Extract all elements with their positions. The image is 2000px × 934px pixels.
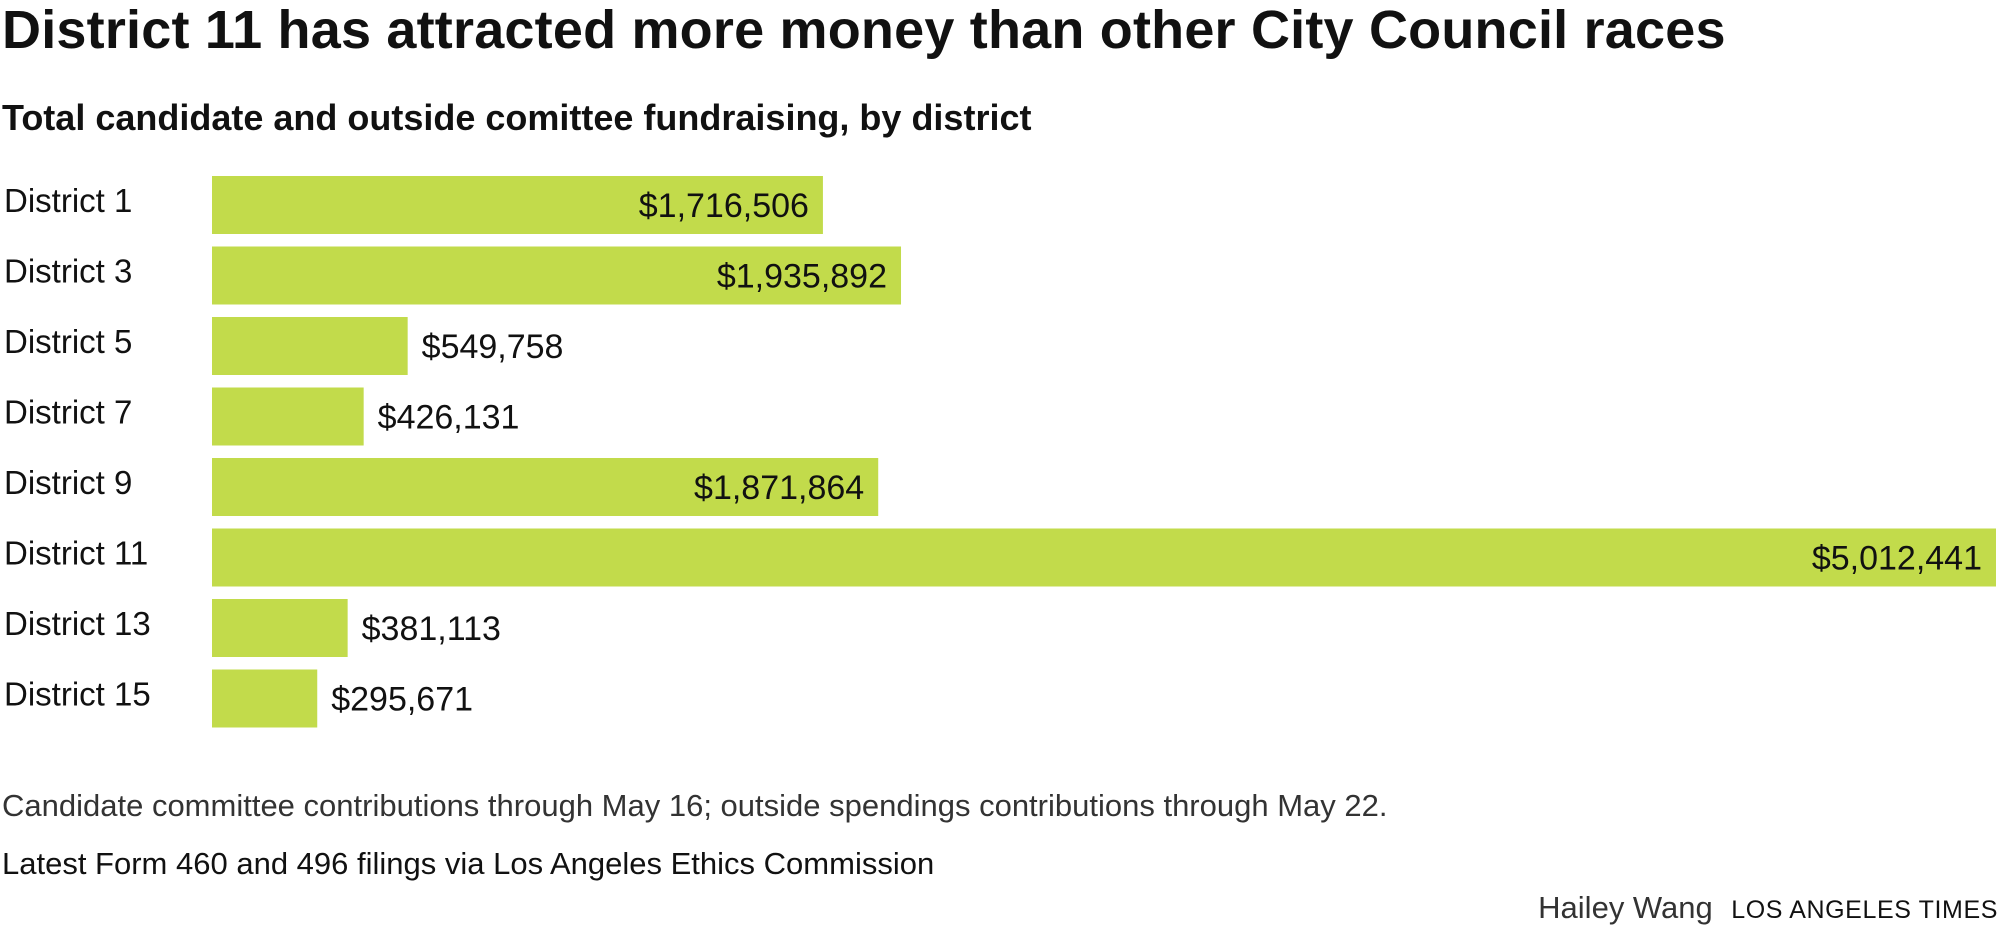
bar-row: District 9 $1,871,864 (4, 458, 879, 516)
bar (212, 387, 364, 446)
credit: Hailey Wang LOS ANGELES TIMES (1538, 888, 1998, 934)
bar-row: District 7 $426,131 (4, 387, 520, 446)
category-label: District 9 (4, 464, 132, 501)
value-label: $5,012,441 (1812, 540, 1982, 578)
bar (212, 528, 1996, 587)
bar-row: District 3 $1,935,892 (4, 246, 902, 305)
bar (212, 176, 823, 234)
category-label: District 7 (4, 394, 132, 431)
bar (212, 317, 408, 375)
value-label: $549,758 (422, 328, 564, 366)
value-label: $1,716,506 (639, 187, 809, 225)
value-label: $426,131 (378, 399, 520, 437)
value-label: $1,871,864 (694, 469, 864, 507)
category-label: District 13 (4, 605, 151, 642)
category-label: District 5 (4, 323, 132, 360)
chart-title: District 11 has attracted more money tha… (2, 0, 1726, 60)
organization-credit: LOS ANGELES TIMES (1731, 896, 1998, 924)
source-note: Latest Form 460 and 496 filings via Los … (2, 846, 935, 881)
bar-row: District 11 $5,012,441 (4, 528, 1996, 587)
bar-row: District 13 $381,113 (4, 599, 501, 657)
category-label: District 11 (4, 535, 148, 572)
category-label: District 3 (4, 253, 132, 290)
category-label: District 1 (4, 182, 132, 219)
bar-row: District 15 $295,671 (4, 669, 473, 728)
author-credit: Hailey Wang (1538, 890, 1713, 925)
category-label: District 15 (4, 676, 151, 713)
value-label: $295,671 (331, 681, 473, 719)
footnote: Candidate committee contributions throug… (2, 788, 1388, 823)
bar-row: District 1 $1,716,506 (4, 176, 823, 234)
bar-chart: District 1 $1,716,506 District 3 $1,935,892… (4, 176, 1996, 728)
chart-subtitle: Total candidate and outside comittee fun… (2, 97, 1032, 138)
bar (212, 669, 318, 728)
bar (212, 458, 879, 516)
bar-row: District 5 $549,758 (4, 317, 563, 375)
value-label: $381,113 (362, 610, 501, 648)
value-label: $1,935,892 (717, 258, 887, 296)
bar (212, 246, 902, 305)
bar (212, 599, 348, 657)
